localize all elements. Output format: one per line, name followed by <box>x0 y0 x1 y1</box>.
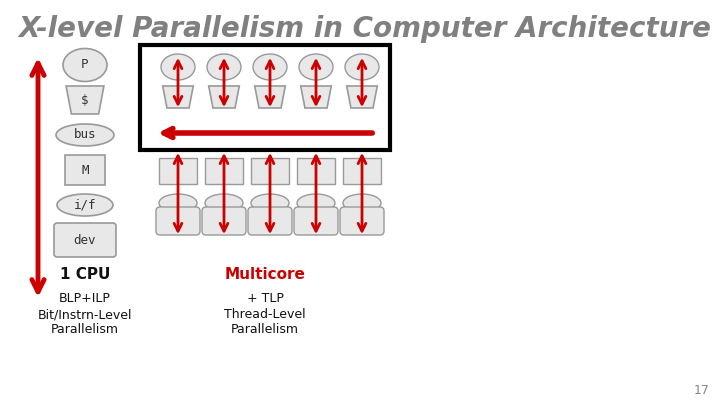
Text: + TLP: + TLP <box>246 292 284 305</box>
Text: 1 CPU: 1 CPU <box>60 267 110 282</box>
FancyBboxPatch shape <box>340 207 384 235</box>
Text: M: M <box>81 164 89 177</box>
FancyBboxPatch shape <box>343 158 381 184</box>
Polygon shape <box>347 86 377 108</box>
Text: Multicore: Multicore <box>225 267 305 282</box>
Text: X-level Parallelism in Computer Architecture: X-level Parallelism in Computer Architec… <box>18 15 711 43</box>
Ellipse shape <box>56 124 114 146</box>
Polygon shape <box>301 86 331 108</box>
FancyBboxPatch shape <box>202 207 246 235</box>
Polygon shape <box>255 86 285 108</box>
Polygon shape <box>163 86 193 108</box>
Ellipse shape <box>299 54 333 80</box>
FancyBboxPatch shape <box>54 223 116 257</box>
Text: P: P <box>81 58 89 72</box>
Text: BLP+ILP: BLP+ILP <box>59 292 111 305</box>
Bar <box>140 45 390 150</box>
Polygon shape <box>66 86 104 114</box>
Ellipse shape <box>207 54 241 80</box>
Ellipse shape <box>343 194 381 212</box>
FancyBboxPatch shape <box>205 158 243 184</box>
Text: 17: 17 <box>694 384 710 397</box>
FancyBboxPatch shape <box>159 158 197 184</box>
Ellipse shape <box>57 194 113 216</box>
Text: dev: dev <box>73 234 96 247</box>
FancyBboxPatch shape <box>294 207 338 235</box>
Ellipse shape <box>297 194 335 212</box>
Polygon shape <box>209 86 239 108</box>
FancyBboxPatch shape <box>156 207 200 235</box>
Text: $: $ <box>81 94 89 107</box>
Ellipse shape <box>205 194 243 212</box>
FancyBboxPatch shape <box>65 155 105 185</box>
Text: Thread-Level
Parallelism: Thread-Level Parallelism <box>224 308 306 336</box>
Text: i/f: i/f <box>73 198 96 211</box>
Ellipse shape <box>161 54 195 80</box>
FancyBboxPatch shape <box>248 207 292 235</box>
FancyBboxPatch shape <box>251 158 289 184</box>
Ellipse shape <box>345 54 379 80</box>
Ellipse shape <box>159 194 197 212</box>
Text: bus: bus <box>73 128 96 141</box>
FancyBboxPatch shape <box>297 158 335 184</box>
Ellipse shape <box>63 49 107 81</box>
Ellipse shape <box>253 54 287 80</box>
Text: Bit/Instrn-Level
Parallelism: Bit/Instrn-Level Parallelism <box>37 308 132 336</box>
Ellipse shape <box>251 194 289 212</box>
